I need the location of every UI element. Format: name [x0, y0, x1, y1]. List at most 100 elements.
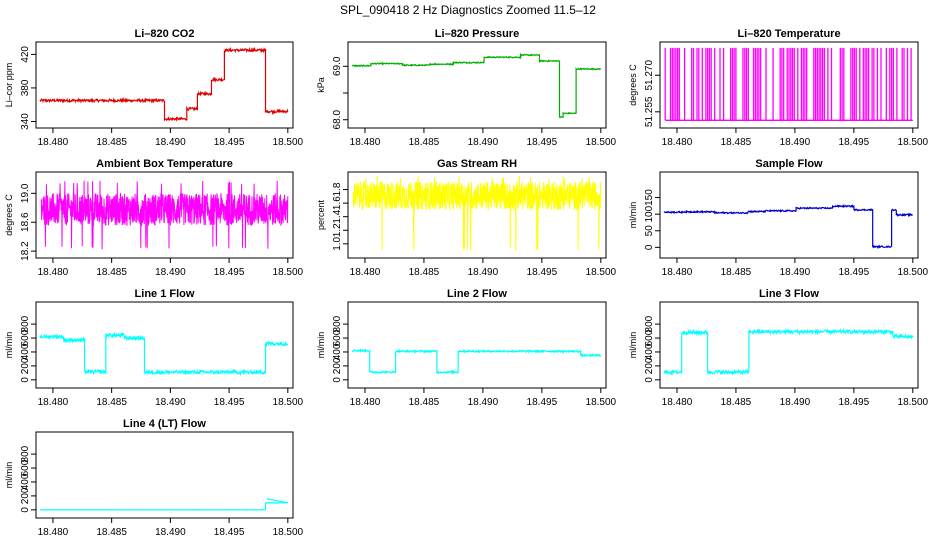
y-axis-label: ml/min: [4, 462, 14, 489]
chart-panel-1: Li–820 CO2 18.480 18.485 18.490 18.495 18.500…: [4, 28, 304, 148]
y-axis-label: kPa: [316, 77, 326, 93]
y-tick-label: 1.2: [332, 223, 343, 237]
chart-title: Li–820 Temperature: [737, 28, 840, 40]
chart-title: Li–820 Pressure: [435, 28, 519, 40]
y-tick-label: 18.6: [20, 212, 31, 232]
x-tick-label: 18.495: [839, 267, 870, 278]
x-tick-label: 18.500: [273, 137, 304, 148]
x-tick-label: 18.495: [214, 267, 245, 278]
x-tick-label: 18.500: [586, 267, 617, 278]
x-tick-label: 18.480: [350, 267, 381, 278]
series-line: [352, 175, 602, 251]
x-tick-label: 18.480: [662, 137, 693, 148]
chart-title: Sample Flow: [755, 158, 823, 170]
x-tick-label: 18.490: [780, 137, 811, 148]
y-tick-label: 420: [20, 46, 31, 63]
x-tick-label: 18.480: [38, 137, 69, 148]
x-tick-label: 18.480: [38, 527, 69, 538]
x-tick-label: 18.480: [38, 397, 69, 408]
x-tick-label: 18.485: [409, 267, 440, 278]
chart-title: Line 4 (LT) Flow: [123, 418, 206, 430]
x-tick-label: 18.480: [38, 267, 69, 278]
x-tick-label: 18.485: [96, 267, 127, 278]
chart-title: Line 2 Flow: [447, 288, 507, 300]
x-tick-label: 18.485: [96, 397, 127, 408]
y-tick-label: 19.0: [20, 183, 31, 203]
y-tick-label: 800: [20, 445, 31, 462]
x-tick-label: 18.490: [155, 527, 186, 538]
y-tick-label: 50: [644, 225, 655, 237]
y-tick-label: 600: [332, 329, 343, 346]
series-line: [39, 331, 289, 377]
plot-frame: [347, 41, 607, 129]
x-tick-label: 18.495: [214, 397, 245, 408]
y-axis-label: ml/min: [628, 202, 638, 229]
x-tick-label: 18.495: [527, 267, 558, 278]
plot-frame: [347, 301, 607, 389]
y-tick-label: 1.4: [332, 209, 343, 223]
y-tick-label: 150: [644, 189, 655, 206]
y-tick-label: 1.0: [332, 236, 343, 250]
chart-title: Line 1 Flow: [135, 288, 195, 300]
x-tick-label: 18.485: [409, 137, 440, 148]
y-tick-label: 200: [20, 357, 31, 374]
chart-panel-8: Line 2 Flow 18.480 18.485 18.490 18.495 18.50…: [316, 288, 617, 408]
y-tick-label: 340: [20, 113, 31, 130]
series-line: [40, 180, 289, 250]
y-axis-label: percent: [316, 199, 326, 230]
x-tick-label: 18.490: [468, 397, 499, 408]
chart-panel-3: Li–820 Temperature 18.480 18.485 18.490 18.4…: [628, 28, 929, 148]
plot-frame: [35, 171, 294, 259]
x-tick-label: 18.495: [839, 397, 870, 408]
x-tick-label: 18.490: [155, 397, 186, 408]
chart-panel-7: Line 1 Flow 18.480 18.485 18.490 18.495 18.50…: [4, 288, 304, 408]
x-tick-label: 18.480: [350, 397, 381, 408]
x-tick-label: 18.500: [898, 397, 929, 408]
plot-frame: [35, 431, 294, 519]
y-axis-label: degrees C: [628, 64, 638, 106]
x-tick-label: 18.495: [214, 137, 245, 148]
chart-panel-6: Sample Flow 18.480 18.485 18.490 18.495 18.50…: [628, 158, 929, 278]
series-line: [39, 498, 288, 511]
x-tick-label: 18.490: [780, 267, 811, 278]
chart-title: Li–820 CO2: [135, 28, 195, 40]
y-tick-label: 18.2: [20, 241, 31, 261]
y-axis-label: Li–cor ppm: [4, 63, 14, 108]
series-line: [351, 52, 602, 119]
x-tick-label: 18.495: [527, 137, 558, 148]
y-tick-label: 51.255: [644, 96, 655, 127]
y-tick-label: 100: [644, 205, 655, 222]
x-tick-label: 18.495: [527, 397, 558, 408]
series-line: [39, 46, 289, 122]
chart-panel-5: Gas Stream RH 18.480 18.485 18.490 18.495 18.…: [316, 158, 617, 278]
y-tick-label: 200: [20, 487, 31, 504]
y-tick-label: 600: [644, 329, 655, 346]
x-tick-label: 18.495: [839, 137, 870, 148]
plot-frame: [347, 171, 607, 259]
y-tick-label: 69.0: [332, 56, 343, 76]
plot-frame: [659, 41, 919, 129]
x-tick-label: 18.500: [898, 137, 929, 148]
chart-title: Ambient Box Temperature: [96, 158, 233, 170]
y-tick-label: 1.6: [332, 196, 343, 210]
x-tick-label: 18.490: [468, 137, 499, 148]
x-tick-label: 18.485: [721, 397, 752, 408]
y-tick-label: 400: [644, 343, 655, 360]
y-axis-label: ml/min: [628, 332, 638, 359]
y-tick-label: 800: [20, 315, 31, 332]
y-tick-label: 200: [332, 357, 343, 374]
y-tick-label: 400: [332, 343, 343, 360]
series-line: [664, 47, 913, 121]
chart-panel-10: Line 4 (LT) Flow 18.480 18.485 18.490 18.495…: [4, 418, 304, 538]
x-tick-label: 18.500: [586, 137, 617, 148]
y-tick-label: 600: [20, 459, 31, 476]
x-tick-label: 18.480: [350, 137, 381, 148]
y-tick-label: 800: [332, 315, 343, 332]
y-tick-label: 380: [20, 79, 31, 96]
y-tick-label: 800: [644, 315, 655, 332]
y-axis-label: ml/min: [316, 332, 326, 359]
x-tick-label: 18.485: [721, 137, 752, 148]
y-tick-label: 51.270: [644, 60, 655, 91]
plot-frame: [659, 171, 919, 259]
